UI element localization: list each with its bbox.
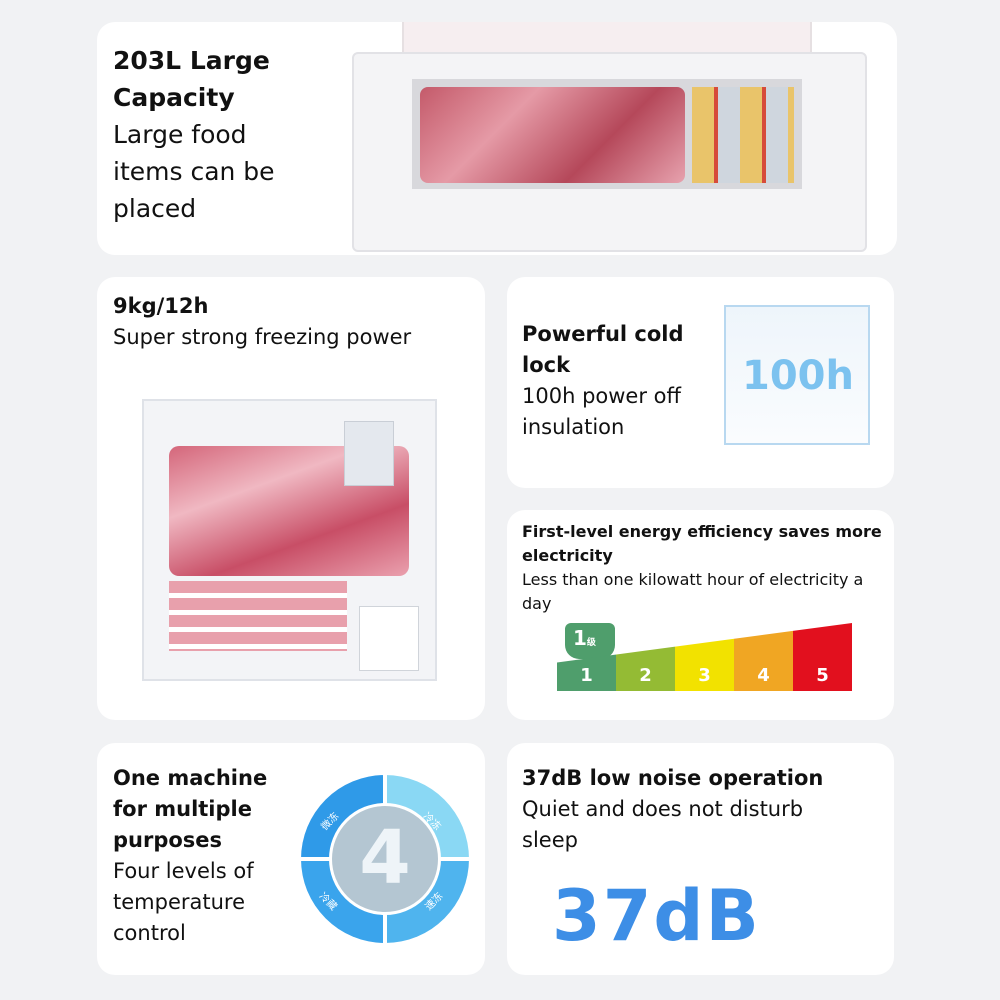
noise-badge: 37dB [552,875,761,957]
capacity-card: 203L Large Capacity Large food items can… [97,22,897,255]
temperature-dial: 4 微冻 冷冻 冷藏 速冻 [301,775,469,943]
freezing-card: 9kg/12h Super strong freezing power [97,277,485,720]
freezing-title: 9kg/12h [113,294,209,318]
energy-title: First-level energy efficiency saves more… [522,522,882,565]
freezer-100h-image: 100h [724,305,870,445]
segment-label: 冷藏 [316,890,339,913]
modes-title: One machine for multiple purposes [113,766,268,852]
modes-card: One machine for multiple purposes Four l… [97,743,485,975]
noise-desc: Quiet and does not disturb sleep [522,797,804,852]
energy-level-4: 4 [734,623,793,691]
noise-card: 37dB low noise operation Quiet and does … [507,743,894,975]
energy-tag-number: 1 [573,626,587,650]
cold-lock-card: Powerful cold lock 100h power off insula… [507,277,894,488]
energy-tag-unit: 级 [586,638,596,648]
energy-desc: Less than one kilowatt hour of electrici… [522,570,864,613]
badge-100h: 100h [742,353,854,399]
freezer-open-image [352,22,867,255]
noise-title: 37dB low noise operation [522,766,824,790]
capacity-title: 203L Large Capacity [113,46,270,112]
freezing-desc: Super strong freezing power [113,325,412,349]
freezer-front-image [142,399,437,681]
capacity-desc: Large food items can be placed [113,120,275,223]
cold-lock-desc: 100h power off insulation [522,384,681,439]
dial-center: 4 [329,803,441,915]
energy-level-3: 3 [675,623,734,691]
cold-lock-title: Powerful cold lock [522,322,684,377]
energy-card: First-level energy efficiency saves more… [507,510,894,720]
energy-level-5: 5 [793,623,852,691]
energy-tag: 1级 [565,623,615,659]
modes-desc: Four levels of temperature control [113,859,254,945]
energy-level-2: 2 [616,623,675,691]
